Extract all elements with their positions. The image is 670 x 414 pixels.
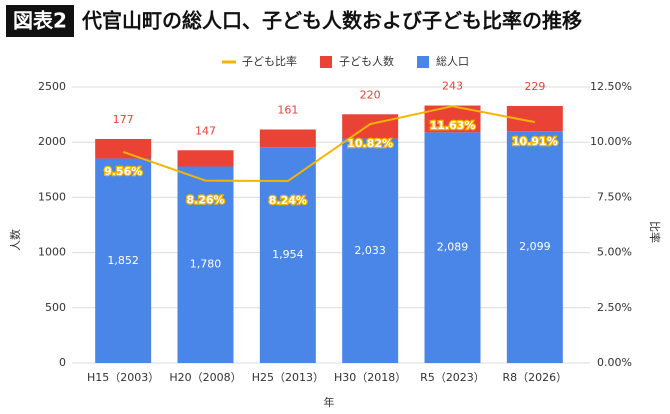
y2-tick-label: 10.00% [590, 135, 632, 148]
bar-segment [342, 138, 399, 363]
data-label: 161 [277, 104, 298, 117]
bar-segment [177, 150, 234, 167]
data-label: 1,852 [107, 254, 139, 267]
data-label: 11.63% [430, 119, 476, 132]
data-label: 1,954 [272, 248, 304, 261]
grid [72, 86, 590, 364]
y2-tick-label: 12.50% [590, 80, 632, 93]
bar-segment [342, 114, 399, 139]
data-label: 243 [442, 80, 463, 93]
y2-axis-title: 比率 [648, 221, 662, 243]
data-label: 8.26% [186, 194, 224, 207]
y-axis-title: 人数 [9, 229, 22, 251]
x-axis-title: 年 [324, 395, 335, 409]
y-tick-label: 2000 [38, 135, 66, 148]
y-tick-label: 0 [59, 356, 66, 369]
y2-tick-label: 2.50% [597, 301, 632, 314]
bar-segment [95, 138, 152, 159]
chart-title: 代官山町の総人口、子ども人数および子ども比率の推移 [81, 9, 582, 33]
bar-segment [424, 132, 481, 363]
legend-label: 子ども比率 [242, 54, 297, 68]
bar-segment [95, 158, 152, 363]
x-tick-label: H15（2003） [87, 371, 159, 384]
y2-tick-label: 0.00% [597, 356, 632, 369]
y-tick-label: 500 [45, 301, 66, 314]
data-label: 2,099 [519, 240, 551, 253]
data-label: 177 [113, 113, 134, 126]
data-label: 9.56% [104, 165, 142, 178]
legend-label: 総人口 [436, 54, 469, 68]
bar-segment [259, 147, 316, 363]
data-label: 229 [524, 80, 545, 93]
line [122, 105, 536, 183]
y-tick-label: 1500 [38, 190, 66, 203]
data-label: 10.82% [347, 137, 393, 150]
data-label: 8.24% [269, 194, 307, 207]
x-tick-label: H20（2008） [169, 371, 241, 384]
badge: 図表2 [13, 9, 67, 33]
x-tick-label: H25（2013） [252, 371, 324, 384]
x-tick-label: R8（2026） [503, 371, 568, 384]
y2-tick-label: 7.50% [597, 190, 632, 203]
legend-swatch [320, 56, 332, 68]
x-tick-label: H30（2018） [334, 371, 406, 384]
data-label: 10.91% [512, 135, 558, 148]
legend-swatch [417, 56, 429, 68]
y2-tick-label: 5.00% [597, 246, 632, 259]
data-label: 2,033 [354, 244, 386, 257]
badge-box [6, 5, 74, 37]
data-label: 220 [360, 88, 381, 101]
data-label: 2,089 [437, 241, 469, 254]
bar-segment [259, 129, 316, 148]
data-label: 147 [195, 124, 216, 137]
x-tick-label: R5（2023） [420, 371, 485, 384]
y-tick-label: 2500 [38, 80, 66, 93]
bar-segment [506, 131, 563, 363]
data-label: 1,780 [190, 258, 222, 271]
bar-segment [177, 166, 234, 363]
legend-label: 子ども人数 [339, 55, 394, 68]
y-tick-label: 1000 [38, 246, 66, 259]
